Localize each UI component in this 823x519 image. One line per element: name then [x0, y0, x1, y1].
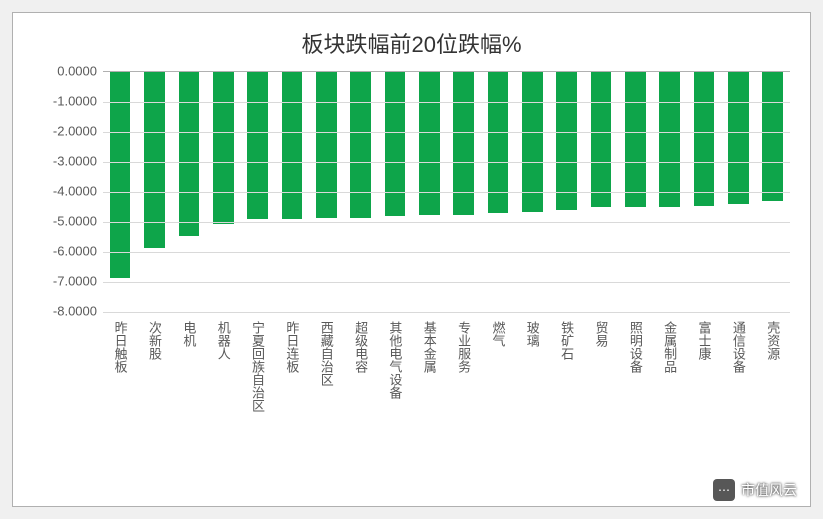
x-tick-label: 通信设备 [721, 315, 755, 412]
chart-container: 板块跌幅前20位跌幅% 0.0000 -1.0000 -2.0000 -3.0000 -… [12, 12, 811, 507]
x-tick-label: 西藏自治区 [309, 315, 343, 412]
bar [522, 72, 543, 212]
chart-title: 板块跌幅前20位跌幅% [13, 13, 810, 67]
y-tick-label: -4.0000 [33, 184, 97, 199]
gridline [103, 312, 790, 313]
y-tick-label: -8.0000 [33, 304, 97, 319]
x-tick-label: 照明设备 [618, 315, 652, 412]
y-tick-label: -1.0000 [33, 94, 97, 109]
gridline [103, 222, 790, 223]
gridline [103, 252, 790, 253]
x-tick-label: 其他电气设备 [378, 315, 412, 412]
gridline [103, 132, 790, 133]
bar [453, 72, 474, 215]
x-tick-label: 电机 [172, 315, 206, 412]
bar [556, 72, 577, 210]
plot-wrap: 0.0000-1.0000-2.0000-3.0000-4.0000-5.000… [33, 71, 790, 486]
x-axis-labels: 昨日触板次新股电机机器人宁夏回族自治区昨日连板西藏自治区超级电容其他电气设备基本… [103, 315, 790, 412]
x-tick-label: 专业服务 [446, 315, 480, 412]
y-tick-label: -6.0000 [33, 244, 97, 259]
watermark: ⋯ 市值风云 [713, 479, 797, 501]
bar [385, 72, 406, 216]
bar [694, 72, 715, 206]
plot-area [103, 71, 790, 311]
x-tick-label: 超级电容 [343, 315, 377, 412]
x-tick-label: 玻璃 [515, 315, 549, 412]
x-tick-label: 贸易 [584, 315, 618, 412]
watermark-text: 市值风云 [741, 480, 797, 500]
bar [762, 72, 783, 201]
gridline [103, 162, 790, 163]
bar [419, 72, 440, 215]
y-tick-label: 0.0000 [33, 64, 97, 79]
x-tick-label: 金属制品 [653, 315, 687, 412]
x-tick-label: 昨日连板 [275, 315, 309, 412]
bar [282, 72, 303, 219]
gridline [103, 282, 790, 283]
y-tick-label: -5.0000 [33, 214, 97, 229]
bar [213, 72, 234, 224]
bar [316, 72, 337, 218]
bar [179, 72, 200, 236]
bar [350, 72, 371, 218]
x-tick-label: 燃气 [481, 315, 515, 412]
x-tick-label: 宁夏回族自治区 [240, 315, 274, 412]
wechat-icon-glyph: ⋯ [718, 483, 730, 497]
gridline [103, 192, 790, 193]
x-tick-label: 机器人 [206, 315, 240, 412]
bar [625, 72, 646, 207]
wechat-icon: ⋯ [713, 479, 735, 501]
x-tick-label: 昨日触板 [103, 315, 137, 412]
bar [728, 72, 749, 204]
bar [591, 72, 612, 207]
x-tick-label: 富士康 [687, 315, 721, 412]
bar [247, 72, 268, 219]
x-tick-label: 基本金属 [412, 315, 446, 412]
bar [659, 72, 680, 207]
x-tick-label: 壳资源 [756, 315, 790, 412]
y-tick-label: -7.0000 [33, 274, 97, 289]
y-tick-label: -3.0000 [33, 154, 97, 169]
gridline [103, 102, 790, 103]
x-tick-label: 次新股 [137, 315, 171, 412]
x-tick-label: 铁矿石 [549, 315, 583, 412]
y-tick-label: -2.0000 [33, 124, 97, 139]
